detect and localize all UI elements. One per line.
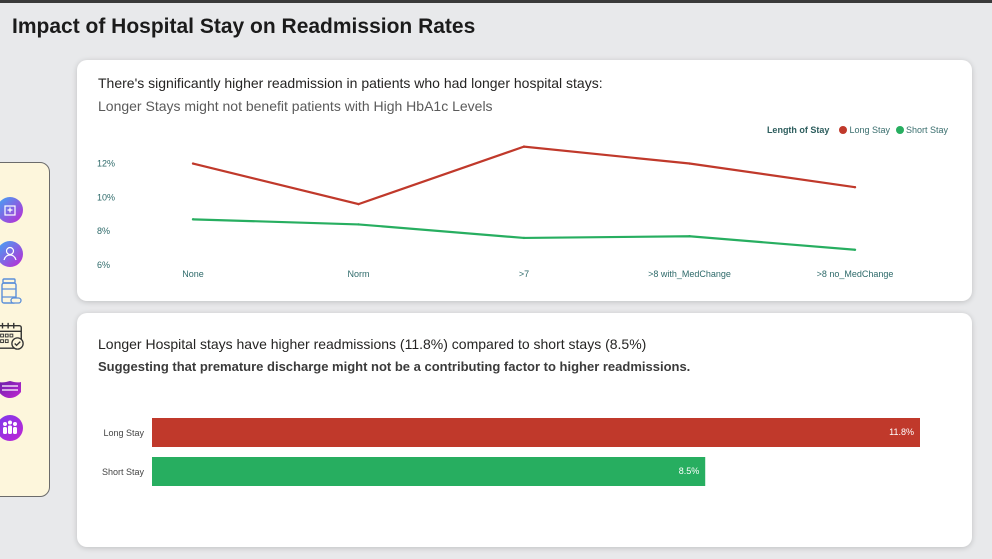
legend-item-long-stay[interactable]: Long Stay: [839, 125, 890, 135]
legend-title: Length of Stay: [766, 125, 830, 135]
bar-chart: Long Stay 11.8% Short Stay 8.5%: [102, 418, 920, 486]
bar-category-label: Short Stay: [102, 467, 145, 477]
series-line-long-stay: [192, 145, 856, 206]
x-tick-label: >7: [519, 269, 529, 279]
x-tick-label: None: [182, 269, 204, 279]
y-tick-label: 12%: [97, 159, 115, 169]
calendar-icon[interactable]: [0, 321, 25, 351]
sidebar-nav: [0, 162, 50, 497]
patient-icon[interactable]: [0, 239, 25, 269]
data-point: [522, 236, 526, 240]
bar-value-label: 8.5%: [679, 466, 700, 476]
mask-icon[interactable]: [0, 373, 25, 403]
chart-legend: Length of Stay Long Stay Short Stay: [767, 125, 948, 135]
x-tick-label: Norm: [348, 269, 370, 279]
bar-chart-card: Longer Hospital stays have higher readmi…: [77, 313, 972, 547]
page-title: Impact of Hospital Stay on Readmission R…: [12, 15, 476, 38]
line-card-headline: There's significantly higher readmission…: [98, 75, 603, 91]
data-point: [853, 186, 857, 189]
line-card-subtitle: Longer Stays might not benefit patients …: [98, 98, 493, 114]
bar-card-subtitle: Suggesting that premature discharge migh…: [98, 359, 691, 374]
x-tick-label: >8 with_MedChange: [648, 269, 731, 279]
series-line-short-stay: [192, 218, 856, 251]
line-chart-card: There's significantly higher readmission…: [77, 60, 972, 301]
people-icon[interactable]: [0, 413, 25, 443]
data-point: [853, 248, 857, 251]
bar-long-stay: [152, 418, 920, 447]
y-tick-label: 10%: [97, 192, 115, 202]
data-point: [357, 223, 360, 226]
data-point: [688, 235, 691, 238]
data-point: [191, 218, 195, 221]
data-point: [191, 162, 195, 165]
legend-dot-short: [895, 126, 904, 134]
data-point: [522, 145, 526, 148]
legend-item-short-stay[interactable]: Short Stay: [895, 125, 948, 135]
data-point: [688, 162, 691, 165]
y-tick-label: 6%: [97, 260, 110, 270]
x-tick-label: >8 no_MedChange: [817, 269, 894, 279]
medicine-icon[interactable]: [0, 277, 25, 307]
bar-value-label: 11.8%: [889, 427, 914, 437]
line-chart: 6% 8% 10% 12% None Norm >7 >8 with_MedChange >8 …: [97, 145, 894, 279]
y-tick-label: 8%: [97, 226, 110, 236]
legend-label-short: Short Stay: [905, 125, 948, 135]
bar-short-stay: [152, 457, 706, 486]
bar-card-headline: Longer Hospital stays have higher readmi…: [98, 336, 647, 352]
legend-dot-long: [839, 126, 848, 134]
top-border: [0, 0, 992, 3]
hospital-icon[interactable]: [0, 195, 25, 225]
bar-category-label: Long Stay: [103, 428, 144, 438]
data-point: [357, 202, 360, 206]
legend-label-long: Long Stay: [849, 125, 890, 135]
